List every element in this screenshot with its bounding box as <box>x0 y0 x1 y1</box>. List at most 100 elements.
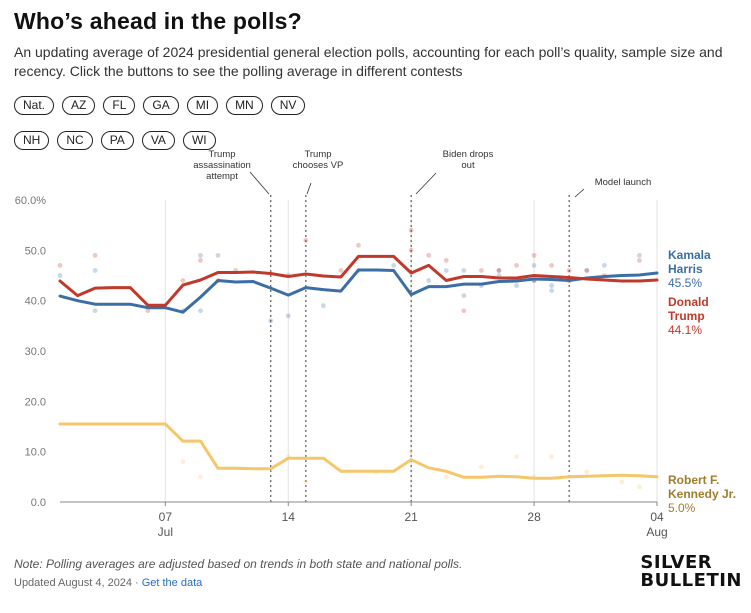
contest-button-va[interactable]: VA <box>141 131 175 150</box>
poll-dot <box>408 449 414 455</box>
poll-dot <box>601 263 607 268</box>
updated-date: Updated August 4, 2024 <box>14 577 133 589</box>
poll-dot <box>198 308 203 314</box>
poll-dot <box>549 263 555 268</box>
poll-dot <box>584 268 590 273</box>
series-line-1 <box>58 254 659 307</box>
contest-button-national[interactable]: Nat. <box>14 96 55 115</box>
series-lines <box>58 254 659 480</box>
event-label: out <box>461 160 475 171</box>
poll-dot <box>584 268 590 273</box>
contest-button-mi[interactable]: MI <box>186 96 219 115</box>
contest-button-nc[interactable]: NC <box>57 131 93 150</box>
poll-dot <box>303 237 309 243</box>
poll-dot <box>549 288 555 293</box>
poll-dot <box>514 283 519 288</box>
updated-line: Updated August 4, 2024 · Get the data <box>14 577 202 589</box>
poll-dot <box>426 252 432 258</box>
x-tick-label: 07 <box>159 510 173 524</box>
poll-dot <box>215 252 221 258</box>
contest-button-az[interactable]: AZ <box>62 96 96 115</box>
series-name-label: Robert F. <box>668 473 719 487</box>
series-name-label: Harris <box>668 262 703 276</box>
y-tick-label: 20.0 <box>25 396 46 408</box>
poll-dot <box>514 263 519 268</box>
poll-dot <box>619 479 625 485</box>
series-value-label: 5.0% <box>668 501 696 515</box>
x-tick-sublabel: Aug <box>646 525 667 539</box>
poll-dot <box>92 268 98 273</box>
poll-dot <box>57 263 63 268</box>
event-label: chooses VP <box>293 160 344 171</box>
poll-dot <box>496 268 502 273</box>
chart-note: Note: Polling averages are adjusted base… <box>14 557 463 571</box>
poll-dot <box>461 308 467 314</box>
poll-dot <box>549 283 555 288</box>
poll-dot <box>180 459 186 465</box>
event-label: assassination <box>193 160 251 171</box>
contest-buttons-row-2: NH NC PA VA WI <box>14 131 216 150</box>
x-tick-label: 14 <box>282 510 296 524</box>
poll-dot <box>145 308 151 314</box>
poll-dot <box>320 303 326 309</box>
series-name-label: Trump <box>668 309 705 323</box>
page-title: Who’s ahead in the polls? <box>14 8 302 34</box>
x-tick-label: 21 <box>404 510 418 524</box>
poll-dot <box>443 258 449 263</box>
silver-bulletin-logo: SILVER BULLETIN <box>640 554 742 590</box>
x-tick-label: 04 <box>650 510 664 524</box>
poll-dot <box>391 263 397 268</box>
y-tick-label: 50.0 <box>25 245 46 257</box>
y-tick-label: 30.0 <box>25 346 46 358</box>
poll-dot <box>566 268 572 273</box>
contest-button-ga[interactable]: GA <box>143 96 179 115</box>
poll-dot <box>479 268 484 273</box>
poll-dot <box>268 318 274 324</box>
poll-dot <box>303 479 309 485</box>
contest-button-fl[interactable]: FL <box>103 96 136 115</box>
poll-dot <box>584 469 590 475</box>
separator: · <box>135 577 139 589</box>
poll-dot <box>356 242 361 248</box>
poll-dot <box>57 273 63 278</box>
event-leader <box>306 182 312 195</box>
poll-dot <box>443 474 449 480</box>
poll-dot <box>461 293 467 299</box>
poll-dot <box>637 252 642 258</box>
poll-dot <box>198 258 203 263</box>
poll-dot <box>496 268 502 273</box>
poll-dot <box>285 313 291 319</box>
poll-dot <box>531 252 537 258</box>
logo-line-1: SILVER <box>640 552 713 573</box>
poll-dot <box>637 484 642 490</box>
y-tick-label: 60.0% <box>15 195 46 207</box>
page-subtitle: An updating average of 2024 presidential… <box>14 44 723 79</box>
event-leader <box>415 172 437 195</box>
get-data-link[interactable]: Get the data <box>141 577 203 589</box>
event-label: attempt <box>206 171 238 182</box>
event-label: Trump <box>304 149 331 160</box>
y-tick-label: 10.0 <box>25 447 46 459</box>
event-label: Trump <box>208 149 235 160</box>
y-tick-label: 0.0 <box>31 497 46 509</box>
contest-button-nh[interactable]: NH <box>14 131 50 150</box>
x-tick-label: 28 <box>527 510 541 524</box>
series-value-label: 45.5% <box>668 276 702 290</box>
poll-dot <box>549 454 555 460</box>
poll-dot <box>198 474 203 480</box>
contest-button-wi[interactable]: WI <box>182 131 216 150</box>
poll-dot <box>443 268 449 273</box>
poll-dot <box>338 268 344 273</box>
contest-button-mn[interactable]: MN <box>226 96 263 115</box>
contest-button-pa[interactable]: PA <box>100 131 134 150</box>
event-label: Model launch <box>595 177 652 188</box>
event-leader <box>574 188 585 198</box>
series-name-label: Kennedy Jr. <box>668 487 736 501</box>
contest-buttons-row-1: Nat. AZ FL GA MI MN NV <box>14 96 306 115</box>
contest-button-nv[interactable]: NV <box>270 96 306 115</box>
poll-dot <box>92 252 98 258</box>
